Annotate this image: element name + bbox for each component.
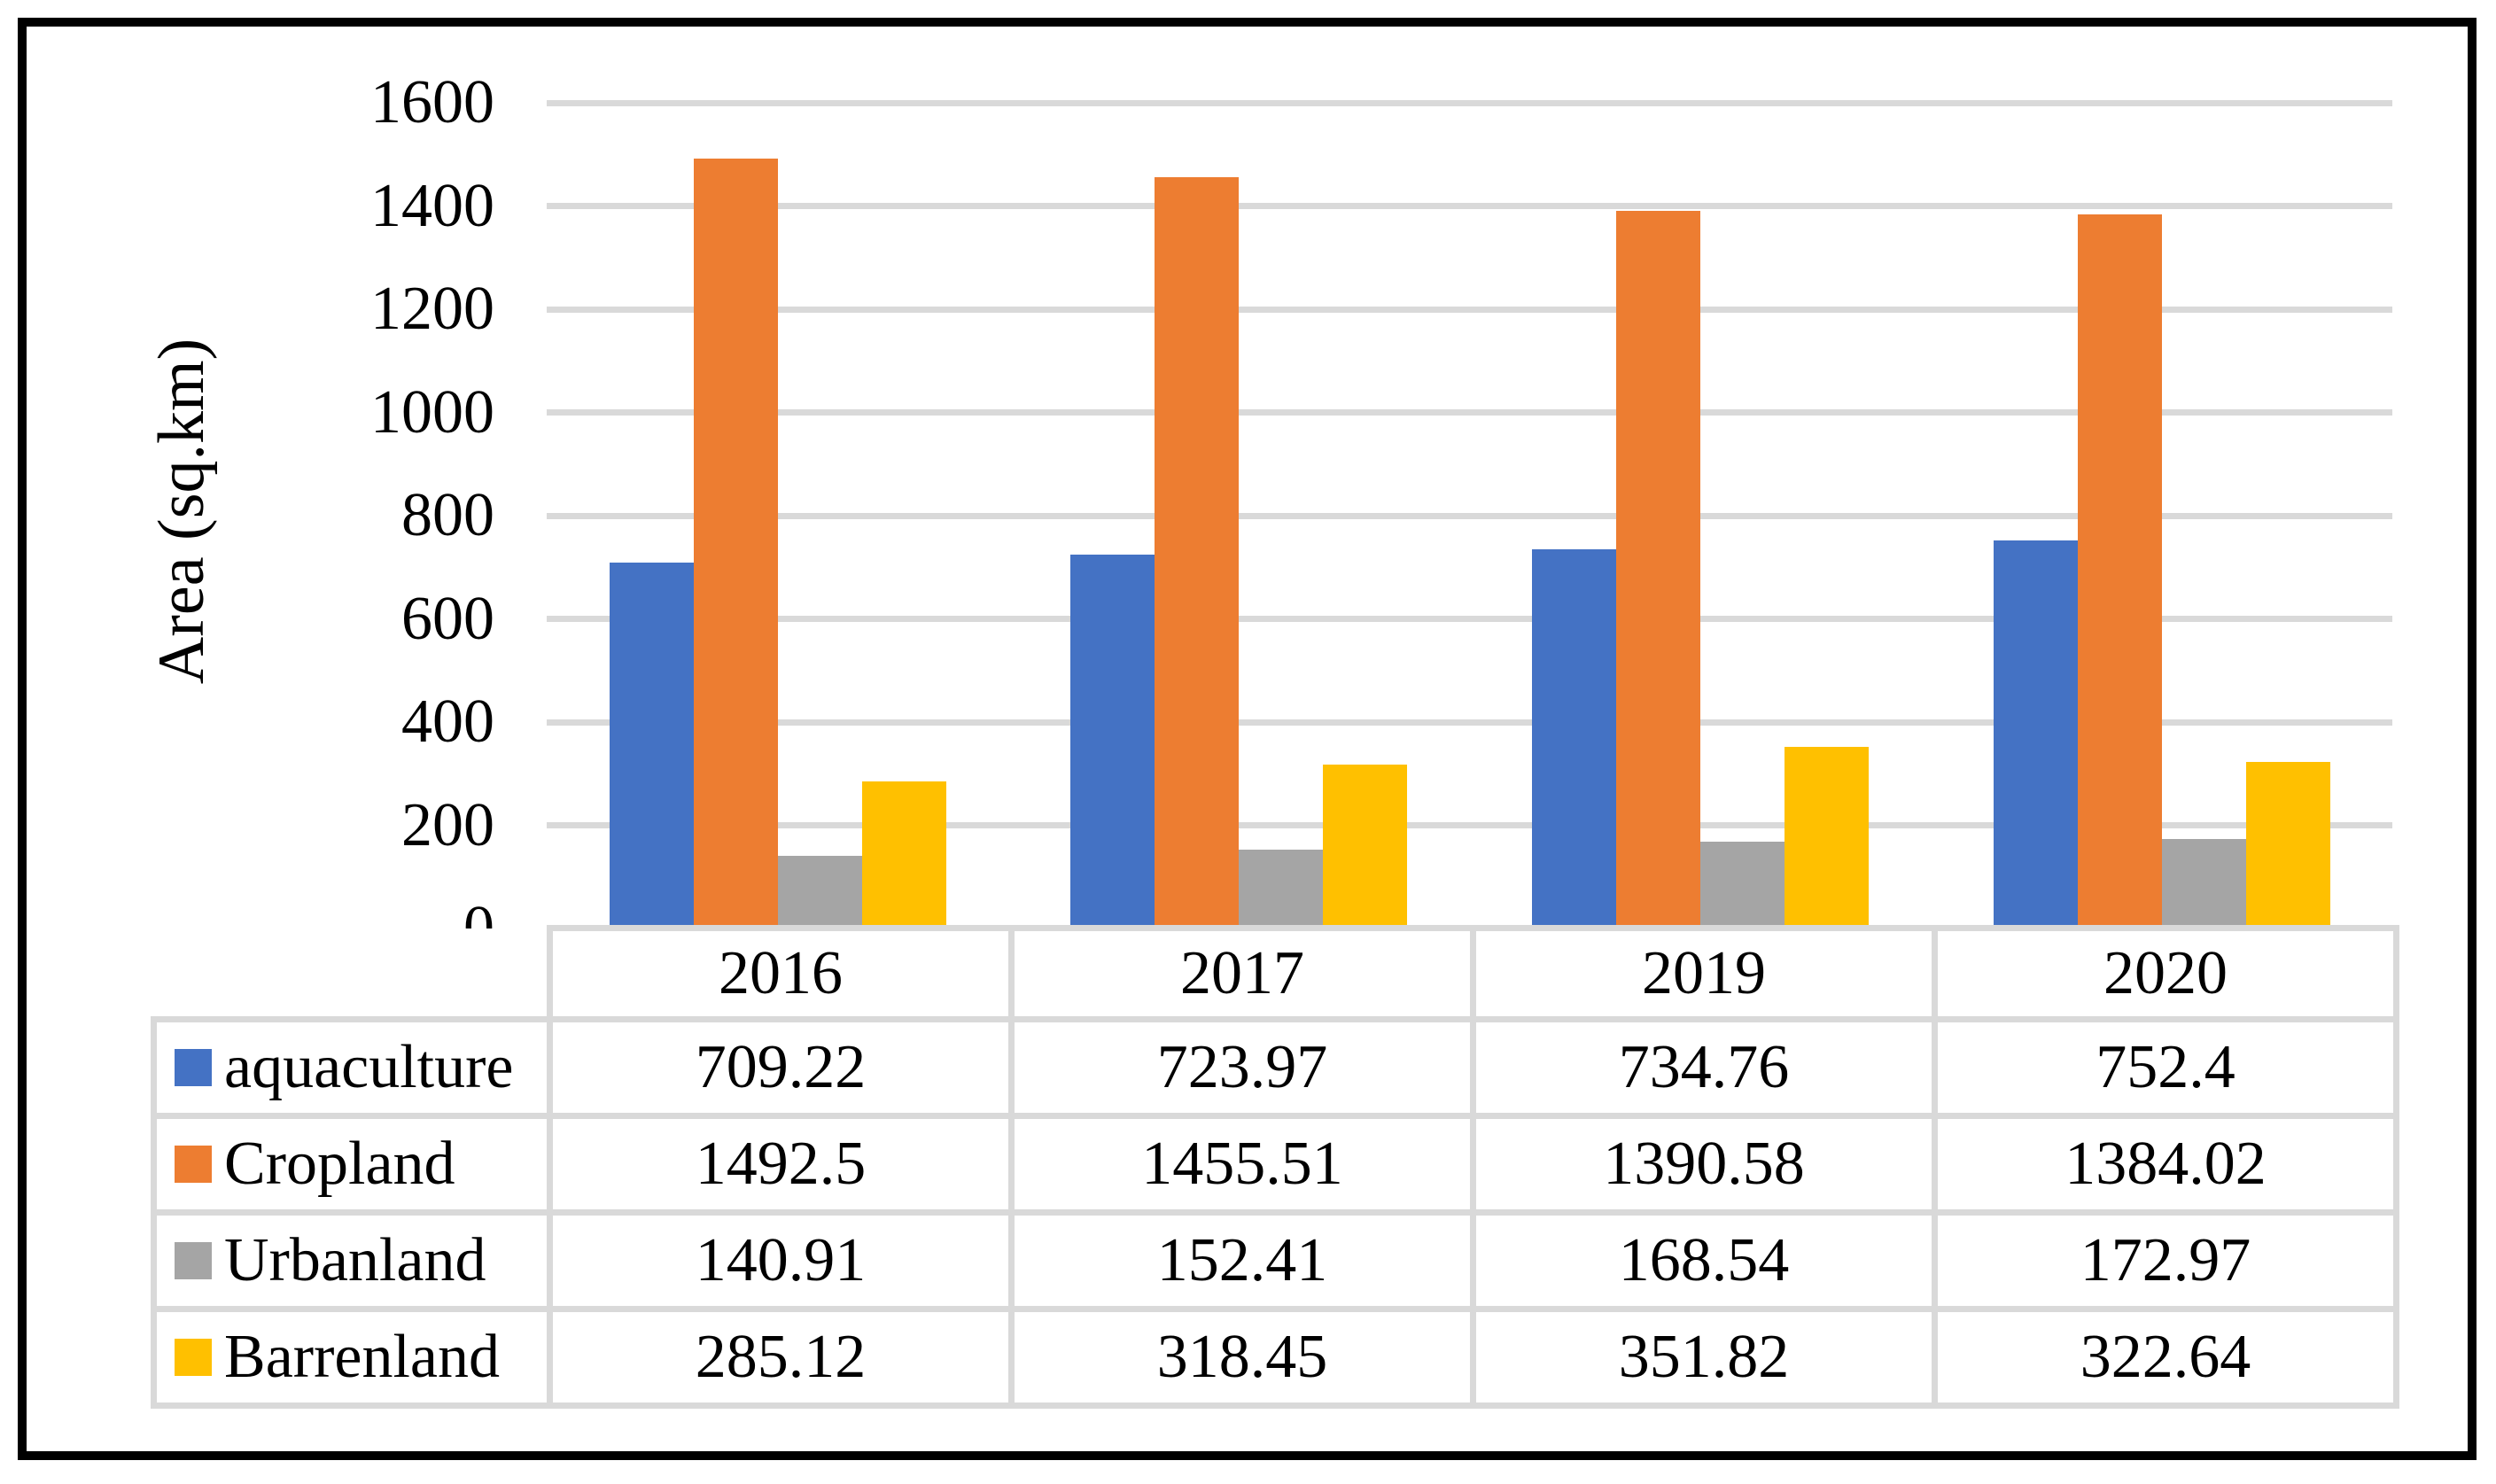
table-value: 168.54 <box>1470 1209 1938 1312</box>
legend-swatch-aquaculture <box>175 1049 212 1086</box>
y-tick-label-200: 200 <box>401 790 494 859</box>
bar-aquaculture-2017 <box>1070 555 1155 928</box>
legend-cell-cropland: Cropland <box>151 1113 553 1216</box>
legend-label: aquaculture <box>224 1033 514 1101</box>
y-tick-label-400: 400 <box>401 688 494 756</box>
gridline-1600 <box>547 99 2392 106</box>
table-value: 152.41 <box>1008 1209 1476 1312</box>
bar-aquaculture-2016 <box>610 563 694 928</box>
year-header: 2017 <box>1008 925 1476 1022</box>
table-row-aquaculture: aquaculture 709.22 723.97 734.76 752.4 <box>151 1016 2399 1119</box>
table-value: 709.22 <box>547 1016 1015 1119</box>
legend-label: Urbanland <box>224 1226 486 1294</box>
gridline-600 <box>547 616 2392 622</box>
table-value: 1492.5 <box>547 1113 1015 1216</box>
table-value: 172.97 <box>1932 1209 2399 1312</box>
y-tick-label-600: 600 <box>401 584 494 653</box>
y-tick-label-1200: 1200 <box>370 275 494 343</box>
y-tick-label-800: 800 <box>401 481 494 549</box>
table-value: 285.12 <box>547 1306 1015 1409</box>
bar-aquaculture-2019 <box>1532 549 1616 928</box>
legend-swatch-barrenland <box>175 1339 212 1376</box>
bar-Barrenland-2020 <box>2246 762 2330 928</box>
table-corner-blank-cell <box>153 928 550 1020</box>
table-value: 140.91 <box>547 1209 1015 1312</box>
bar-Cropland-2016 <box>694 159 778 928</box>
year-header: 2019 <box>1470 925 1938 1022</box>
legend-swatch-cropland <box>175 1146 212 1183</box>
year-header: 2016 <box>547 925 1015 1022</box>
gridline-1400 <box>547 203 2392 209</box>
legend-swatch-urbanland <box>175 1242 212 1279</box>
table-value: 752.4 <box>1932 1016 2399 1119</box>
gridline-1200 <box>547 306 2392 313</box>
y-tick-label-1600: 1600 <box>370 68 494 136</box>
bar-Urbanland-2016 <box>778 856 862 928</box>
table-value: 1390.58 <box>1470 1113 1938 1216</box>
bar-Cropland-2017 <box>1155 177 1239 928</box>
gridline-1000 <box>547 409 2392 416</box>
legend-label: Barrenland <box>224 1323 500 1391</box>
legend-cell-urbanland: Urbanland <box>151 1209 553 1312</box>
bar-Barrenland-2016 <box>862 781 946 928</box>
y-tick-label-1000: 1000 <box>370 377 494 447</box>
table-value: 1384.02 <box>1932 1113 2399 1216</box>
bar-Cropland-2019 <box>1616 211 1700 928</box>
table-value: 734.76 <box>1470 1016 1938 1119</box>
table-row-years: 2016 2017 2019 2020 <box>153 925 2399 1022</box>
table-row-urbanland: Urbanland 140.91 152.41 168.54 172.97 <box>151 1209 2399 1312</box>
table-value: 351.82 <box>1470 1306 1938 1409</box>
table-value: 322.64 <box>1932 1306 2399 1409</box>
bar-Urbanland-2017 <box>1239 850 1323 928</box>
gridline-200 <box>547 822 2392 828</box>
table-value: 1455.51 <box>1008 1113 1476 1216</box>
chart-data-table: 2016 2017 2019 2020 aquaculture 709.22 7… <box>151 925 2399 1409</box>
bar-Urbanland-2020 <box>2162 839 2246 928</box>
bar-aquaculture-2020 <box>1994 540 2078 928</box>
table-value: 318.45 <box>1008 1306 1476 1409</box>
legend-cell-barrenland: Barrenland <box>151 1306 553 1409</box>
table-row-barrenland: Barrenland 285.12 318.45 351.82 322.64 <box>151 1306 2399 1409</box>
bar-Barrenland-2017 <box>1323 765 1407 928</box>
table-value: 723.97 <box>1008 1016 1476 1119</box>
legend-label: Cropland <box>224 1130 455 1198</box>
gridline-400 <box>547 719 2392 726</box>
legend-cell-aquaculture: aquaculture <box>151 1016 553 1119</box>
gridline-800 <box>547 512 2392 519</box>
bar-Urbanland-2019 <box>1700 842 1785 928</box>
year-header: 2020 <box>1932 925 2399 1022</box>
y-axis-title: Area (sq.km) <box>145 338 218 685</box>
bar-Cropland-2020 <box>2078 214 2162 928</box>
table-row-cropland: Cropland 1492.5 1455.51 1390.58 1384.02 <box>151 1113 2399 1216</box>
bar-Barrenland-2019 <box>1785 747 1869 928</box>
y-tick-label-1400: 1400 <box>370 171 494 240</box>
